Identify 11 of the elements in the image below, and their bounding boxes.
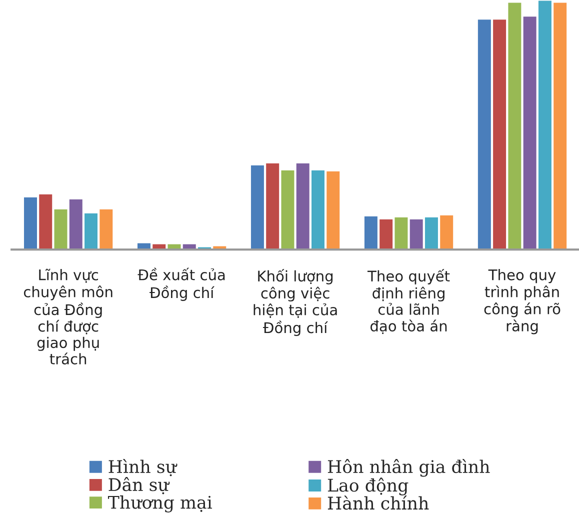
legend-label: Lao động <box>328 478 408 496</box>
x-tick-label: Lĩnh vực chuyên môn của Đồng chí được giao phụ trách <box>24 268 112 364</box>
x-tick-label: Khối lượng công việc hiện tại của Đồng chí <box>254 269 337 336</box>
legend-label: Hình sự <box>108 459 178 476</box>
x-tick-label: Đề xuất của Đồng chí <box>138 268 225 301</box>
x-tick-label: Theo quyết định riêng của lãnh đạo tòa án <box>367 269 450 334</box>
legend-label: Hành chính <box>328 496 429 510</box>
legend-label: Dân sự <box>108 477 170 494</box>
legend-label: Hôn nhân gia đình <box>328 459 490 477</box>
x-tick-label: Theo quy trình phân công án rõ ràng <box>484 269 560 334</box>
legend-label: Thương mại <box>108 495 212 512</box>
